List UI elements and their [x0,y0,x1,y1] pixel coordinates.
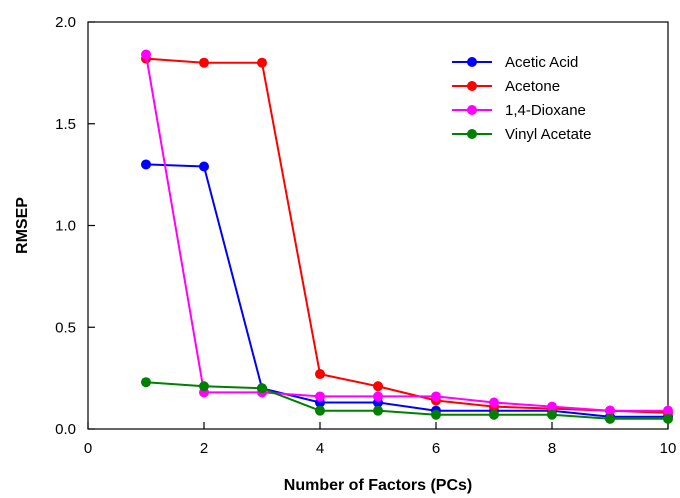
data-point-acetic-acid [141,159,151,170]
data-point-acetone [199,57,209,68]
data-point-vinyl-acetate [605,413,615,424]
x-tick-label: 8 [548,440,556,457]
legend-label-vinyl-acetate: Vinyl Acetate [505,126,591,143]
x-tick-label: 4 [316,440,324,457]
y-axis: 0.0 0.5 1.0 1.5 2.0 [55,14,95,438]
series-line-1-4-dioxane [145,54,668,412]
data-point-acetone [315,369,325,380]
legend-label-acetone: Acetone [505,78,560,95]
legend-label-1-4-dioxane: 1,4-Dioxane [505,102,586,119]
data-point-vinyl-acetate [489,409,499,420]
data-point-vinyl-acetate [141,377,151,388]
y-tick-label: 1.0 [55,218,76,235]
legend: Acetic Acid Acetone 1,4-Dioxane Vinyl Aceta… [452,54,591,143]
data-point-1-4-dioxane [431,391,441,402]
series-layer [141,49,673,424]
data-point-vinyl-acetate [663,413,673,424]
data-point-vinyl-acetate [373,405,383,416]
data-point-1-4-dioxane [489,397,499,408]
legend-marker-1-4-dioxane [467,105,477,115]
data-point-acetic-acid [199,161,209,172]
data-point-vinyl-acetate [257,383,267,394]
y-axis-title: RMSEP [14,197,31,254]
series-line-acetone [145,57,669,414]
legend-marker-acetic-acid [467,57,477,67]
y-tick-label: 2.0 [55,14,76,31]
x-axis-title: Number of Factors (PCs) [284,477,472,494]
x-axis: 0 2 4 6 8 10 [84,422,677,457]
data-point-1-4-dioxane [373,391,383,402]
y-tick-label: 0.0 [55,421,76,438]
data-point-1-4-dioxane [315,391,325,402]
data-point-acetone [373,381,383,392]
legend-label-acetic-acid: Acetic Acid [505,54,578,71]
data-point-1-4-dioxane [663,405,673,416]
data-point-1-4-dioxane [141,49,151,60]
legend-marker-acetone [467,81,477,91]
x-tick-label: 6 [432,440,440,457]
data-point-vinyl-acetate [547,409,557,420]
data-point-vinyl-acetate [315,405,325,416]
y-tick-label: 0.5 [55,319,76,336]
legend-marker-vinyl-acetate [467,129,477,139]
series-line-acetic-acid [145,163,668,418]
x-tick-label: 2 [200,440,208,457]
y-tick-label: 1.5 [55,116,76,133]
data-point-1-4-dioxane [605,405,615,416]
data-point-vinyl-acetate [199,381,209,392]
x-tick-label: 0 [84,440,92,457]
series-line-vinyl-acetate [145,381,668,420]
data-point-1-4-dioxane [547,401,557,412]
data-point-vinyl-acetate [431,409,441,420]
data-point-acetone [257,57,267,68]
x-tick-label: 10 [660,440,677,457]
